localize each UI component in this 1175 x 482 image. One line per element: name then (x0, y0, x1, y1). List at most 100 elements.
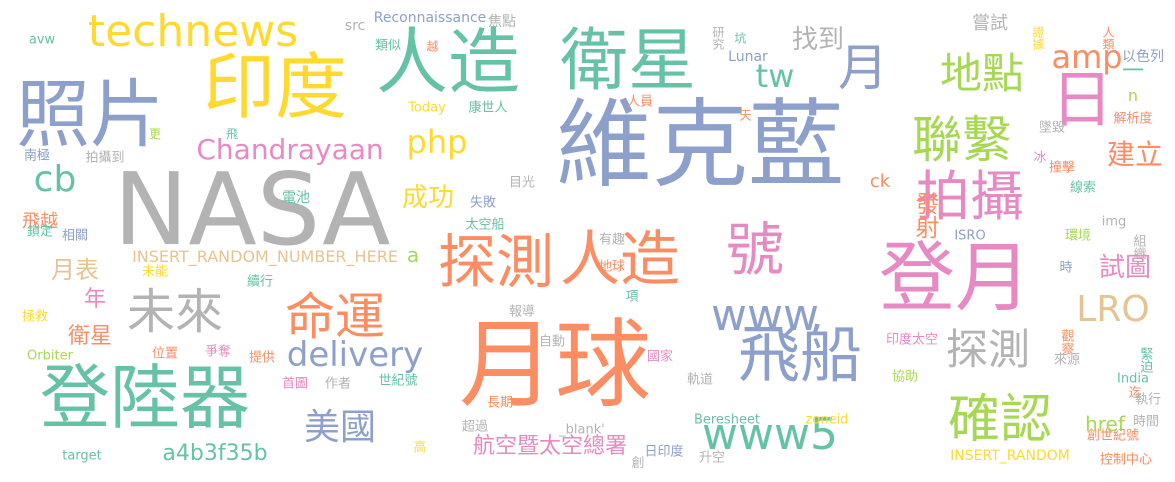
cloud-word: 月球 (459, 309, 651, 421)
cloud-word: 相關 (61, 228, 89, 244)
cloud-word: 未能 (141, 264, 169, 280)
cloud-word: LRO (1076, 289, 1150, 330)
cloud-word: 位置 (151, 346, 179, 362)
cloud-word: 聯繫 (912, 111, 1012, 169)
cloud-word: 照片 (16, 72, 164, 158)
cloud-word: 解析度 (1113, 111, 1153, 127)
cloud-word: 地球 (598, 259, 626, 275)
cloud-word: 迄 (1125, 385, 1141, 399)
cloud-word: 衛星 (67, 324, 113, 349)
cloud-word: 焦點 (488, 14, 516, 30)
cloud-word: 印度太空 (885, 332, 939, 348)
cloud-word: 觀察 (1058, 329, 1074, 355)
cloud-word: 撞擊 (1048, 160, 1076, 176)
cloud-word: 冰 (1033, 150, 1047, 166)
cloud-word: 更 (148, 127, 162, 141)
cloud-word: 時間 (1132, 414, 1160, 430)
cloud-word: 成功 (401, 183, 455, 213)
cloud-word: 墜毀 (1038, 120, 1066, 136)
cloud-word: technews (87, 6, 299, 57)
cloud-word: 月 (838, 39, 888, 97)
cloud-word: 續行 (246, 274, 274, 290)
cloud-word: 目光 (508, 175, 536, 191)
cloud-word: 世紀號 (378, 373, 418, 389)
cloud-word: Chandrayaan (196, 133, 384, 166)
cloud-word: 飛船 (737, 318, 863, 391)
cloud-word: 美國 (303, 407, 377, 448)
cloud-word: src (344, 18, 366, 34)
cloud-word: Orbiter (27, 348, 73, 364)
cloud-word: 登月 (879, 233, 1031, 322)
cloud-word: 發射 (911, 191, 939, 239)
cloud-word: 坑 (733, 32, 747, 44)
cloud-word: href (1085, 412, 1125, 436)
cloud-word: 月表 (51, 256, 99, 284)
cloud-word: 維克藍 (556, 89, 844, 201)
cloud-word: 一 (1121, 59, 1145, 84)
cloud-word: 日印度 (644, 444, 684, 460)
cloud-word: img (1101, 214, 1127, 230)
cloud-word: 電池 (282, 190, 310, 206)
cloud-word: php (406, 123, 468, 161)
cloud-word: 登陸器 (40, 357, 250, 439)
cloud-word: 鎖定 (26, 224, 54, 240)
cloud-word: 提供 (248, 350, 276, 366)
cloud-word: 創 (628, 455, 644, 469)
cloud-word: www5 (702, 409, 838, 460)
cloud-word: 線索 (1069, 180, 1097, 196)
cloud-word: Today (408, 100, 446, 116)
cloud-word: 超過 (461, 419, 489, 435)
cloud-word: Lunar (728, 49, 768, 65)
cloud-word: 創世紀號 (1086, 428, 1140, 444)
cloud-word: 命運 (285, 288, 385, 346)
cloud-word: 證據 (1031, 26, 1045, 50)
cloud-word: INSERT_RANDOM_NUMBER_HERE (132, 247, 398, 266)
cloud-word: 控制中心 (1099, 452, 1153, 468)
cloud-word: www (711, 290, 819, 341)
cloud-word: zoneid (805, 412, 849, 428)
cloud-word: 人造 (560, 225, 680, 295)
cloud-word: 康世人 (468, 100, 508, 116)
cloud-word: 拍攝到 (85, 150, 125, 166)
cloud-word: 太空船 (465, 217, 505, 233)
cloud-word: 拍攝 (916, 165, 1024, 228)
cloud-word: a (406, 243, 420, 267)
cloud-word: 執行 (1134, 392, 1162, 408)
cloud-word: 號 (725, 216, 785, 284)
cloud-word: 天 (738, 109, 752, 121)
cloud-word: 地點 (939, 49, 1025, 98)
cloud-word: n (1127, 86, 1139, 105)
cloud-word: 軌道 (686, 372, 714, 388)
cloud-word: 確認 (947, 390, 1053, 450)
cloud-word: 時 (1059, 260, 1073, 276)
cloud-word: NASA (113, 151, 391, 268)
cloud-word: 長期 (486, 395, 514, 411)
cloud-word: 找到 (791, 25, 845, 55)
cloud-word: amp (1051, 38, 1123, 76)
cloud-word: _blank' (559, 422, 605, 438)
cloud-word: 探測 (437, 228, 555, 296)
cloud-word: 拯救 (21, 309, 49, 325)
cloud-word: 人類 (1101, 26, 1115, 50)
cloud-word: 報導 (508, 304, 536, 320)
cloud-word: cb (33, 159, 77, 200)
cloud-word: tw (755, 57, 795, 95)
cloud-word: 組織 (1130, 234, 1146, 260)
cloud-word: INSERT_RANDOM (950, 448, 1070, 464)
cloud-word: 項 (625, 289, 639, 305)
cloud-word: ISRO (954, 228, 986, 244)
cloud-word: 飛 (225, 127, 239, 141)
cloud-word: 失敗 (469, 195, 497, 211)
cloud-word: 研究 (711, 26, 725, 50)
cloud-word: 日 (1050, 63, 1114, 136)
cloud-word: 航空暨太空總署 (472, 434, 628, 459)
cloud-word: Reconnaissance (373, 10, 487, 26)
cloud-word: 南極 (23, 148, 51, 164)
cloud-word: target (62, 448, 102, 464)
cloud-word: 試圖 (1098, 253, 1152, 283)
cloud-word: 環境 (1064, 228, 1092, 244)
cloud-word: 首圖 (281, 376, 309, 392)
cloud-word: ck (869, 171, 891, 192)
cloud-word: 越 (425, 40, 439, 52)
